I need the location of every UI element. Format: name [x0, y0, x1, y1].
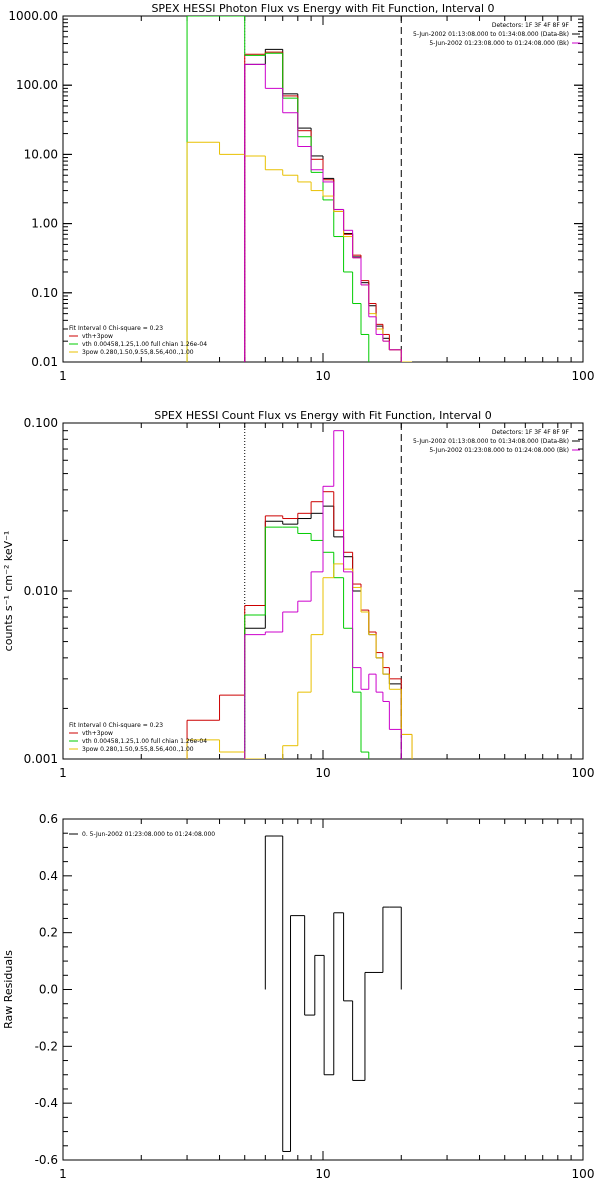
- series-bk: [244, 63, 402, 362]
- y-axis-label: Raw Residuals: [2, 950, 15, 1029]
- info-line: 5-Jun-2002 01:23:08.000 to 01:24:08.000 …: [429, 447, 569, 454]
- legend-entry: 3pow 0.280,1.50,9.55,8.56,400.,1.00: [82, 746, 194, 753]
- series-vth: [186, 16, 370, 362]
- y-tick-label: 0.010: [24, 584, 58, 598]
- plot-data: [186, 16, 413, 362]
- y-axis-label: counts s⁻¹ cm⁻² keV⁻¹: [2, 531, 15, 652]
- y-tick-label: 0.2: [39, 926, 58, 940]
- y-tick-label: -0.2: [35, 1039, 58, 1053]
- legend-entry: vth 0.00458,1.25,1.00 full chian 1.26e-0…: [82, 738, 207, 745]
- series-vth-3pow: [244, 51, 413, 362]
- x-tick-label: 100: [572, 766, 595, 780]
- series-data-bk: [244, 48, 402, 362]
- series-3pow: [186, 563, 413, 759]
- series-3pow: [186, 141, 413, 362]
- x-tick-label: 10: [315, 766, 330, 780]
- info-line: 5-Jun-2002 01:13:08.000 to 01:34:08.000 …: [413, 31, 569, 38]
- legend-entry: vth+3pow: [82, 730, 113, 737]
- y-tick-label: 1000.00: [8, 9, 58, 23]
- legend-entry: Fit Interval 0 Chi-square = 0.23: [69, 722, 163, 729]
- chart-panel-0: SPEX HESSI Photon Flux vs Energy with Fi…: [8, 2, 595, 383]
- legend-entry: vth+3pow: [82, 333, 113, 340]
- info-line: 5-Jun-2002 01:23:08.000 to 01:24:08.000 …: [429, 40, 569, 47]
- y-tick-label: 0.01: [31, 355, 58, 369]
- info-line: Detectors: 1F 3F 4F 8F 9F: [492, 429, 570, 436]
- chart-title: SPEX HESSI Count Flux vs Energy with Fit…: [154, 409, 491, 422]
- y-tick-label: 0.0: [39, 983, 58, 997]
- legend-entry: 0. 5-Jun-2002 01:23:08.000 to 01:24:08.0…: [82, 831, 215, 838]
- x-tick-label: 100: [572, 369, 595, 383]
- plot-frame: [62, 818, 584, 1161]
- x-tick-label: 1: [59, 1167, 67, 1181]
- y-tick-label: 0.100: [24, 416, 58, 430]
- x-tick-label: 1: [59, 766, 67, 780]
- chart-panel-1: SPEX HESSI Count Flux vs Energy with Fit…: [2, 409, 595, 780]
- y-tick-label: -0.6: [35, 1153, 58, 1167]
- info-line: 5-Jun-2002 01:13:08.000 to 01:34:08.000 …: [413, 438, 569, 445]
- series-bk: [244, 430, 402, 759]
- y-tick-label: 0.6: [39, 812, 58, 826]
- x-tick-label: 1: [59, 369, 67, 383]
- y-tick-label: 100.00: [16, 78, 58, 92]
- y-tick-label: 0.001: [24, 752, 58, 766]
- legend-entry: Fit Interval 0 Chi-square = 0.23: [69, 325, 163, 332]
- y-tick-label: 0.10: [31, 286, 58, 300]
- legend-entry: vth 0.00458,1.25,1.00 full chian 1.26e-0…: [82, 341, 207, 348]
- series-vth-3pow: [186, 491, 413, 759]
- series-vth: [244, 526, 370, 759]
- y-tick-label: 0.4: [39, 869, 58, 883]
- y-tick-label: 10.00: [24, 147, 58, 161]
- y-tick-label: -0.4: [35, 1096, 58, 1110]
- plot-data: [186, 423, 413, 759]
- legend-entry: 3pow 0.280,1.50,9.55,8.56,400.,1.00: [82, 349, 194, 356]
- series-0: [264, 835, 402, 1152]
- chart-title: SPEX HESSI Photon Flux vs Energy with Fi…: [151, 2, 494, 15]
- x-tick-label: 10: [315, 369, 330, 383]
- info-line: Detectors: 1F 3F 4F 8F 9F: [492, 22, 570, 29]
- plot-data: [264, 835, 402, 1152]
- y-tick-label: 1.00: [31, 217, 58, 231]
- chart-panel-2: Raw Residuals 1 10 100 -0.6 -0.4 -0.2 0.0 0.2 0.4…: [2, 812, 594, 1181]
- x-tick-label: 10: [315, 1167, 330, 1181]
- x-tick-label: 100: [572, 1167, 595, 1181]
